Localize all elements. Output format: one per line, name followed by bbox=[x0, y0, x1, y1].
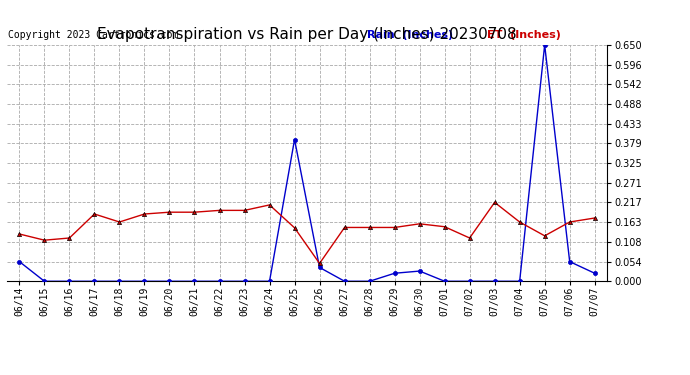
Title: Evapotranspiration vs Rain per Day (Inches) 20230708: Evapotranspiration vs Rain per Day (Inch… bbox=[97, 27, 517, 42]
Text: Copyright 2023 Cartronics.com: Copyright 2023 Cartronics.com bbox=[8, 30, 179, 40]
Text: ET  (Inches): ET (Inches) bbox=[487, 30, 561, 40]
Text: Rain  (Inches): Rain (Inches) bbox=[367, 30, 453, 40]
